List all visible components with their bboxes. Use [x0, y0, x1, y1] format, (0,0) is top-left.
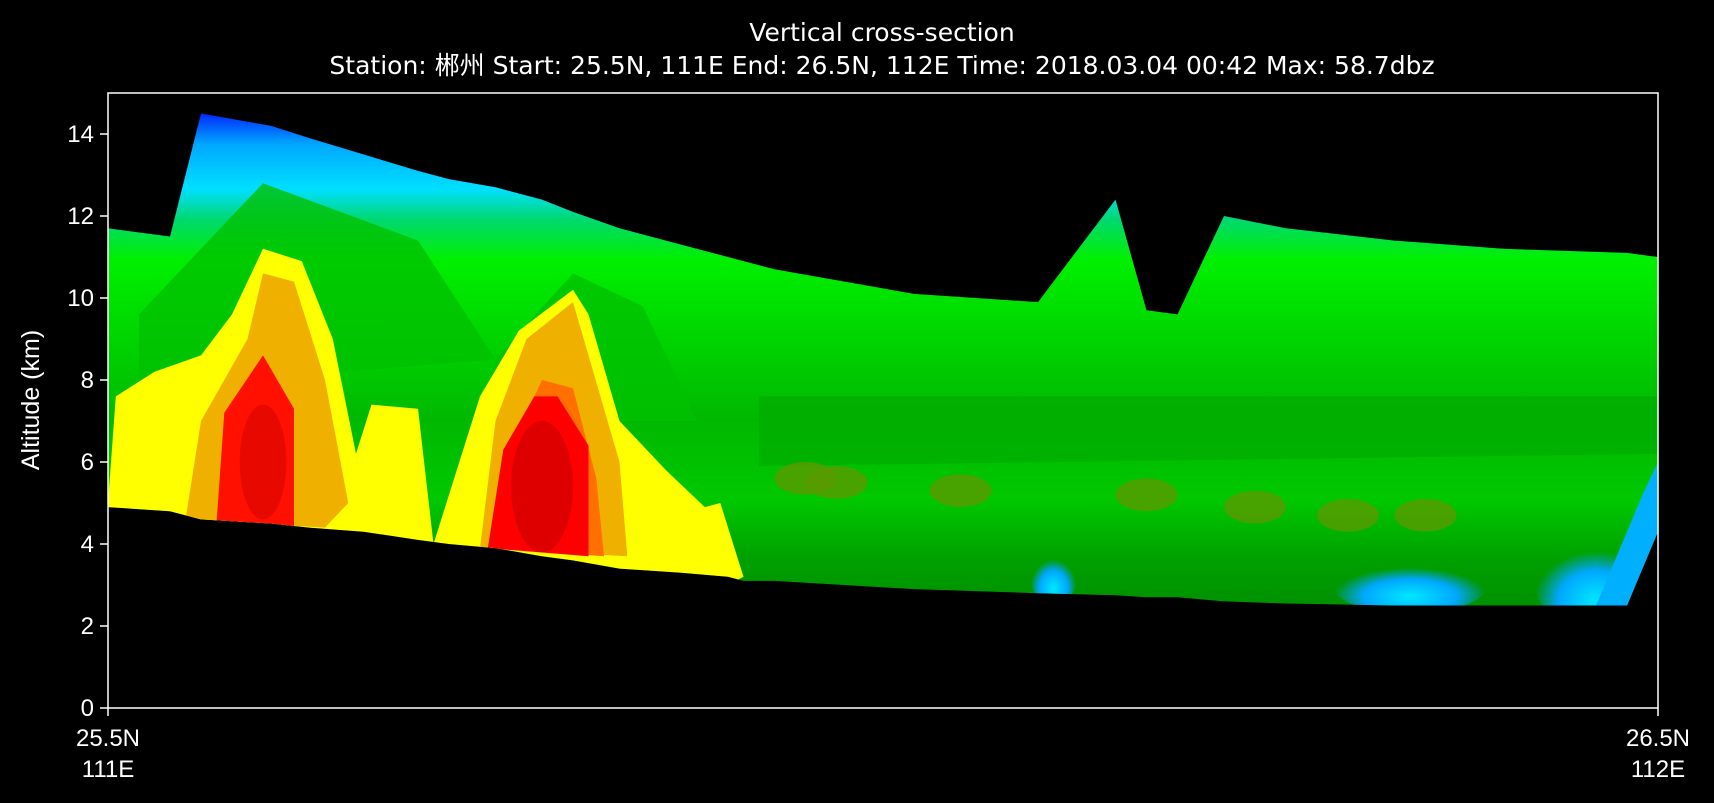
chart-subtitle: Station: 郴州 Start: 25.5N, 111E End: 26.5… [329, 51, 1435, 80]
core-darkred-2 [511, 421, 573, 553]
olive-patch-6 [1394, 498, 1457, 532]
x-end-lat: 26.5N [1626, 725, 1690, 752]
x-start-lat: 25.5N [76, 725, 140, 752]
y-tick-label: 6 [81, 449, 94, 476]
mid-green-band [759, 396, 1658, 467]
olive-patch-1 [805, 466, 868, 499]
chart-title: Vertical cross-section [749, 18, 1015, 47]
olive-patch-2 [929, 474, 992, 508]
y-axis: 0 2 4 6 8 10 12 14 [67, 121, 108, 722]
title-block: Vertical cross-section Station: 郴州 Start… [0, 16, 1714, 82]
core-darkred-1 [239, 404, 287, 520]
olive-patch-4 [1224, 490, 1286, 524]
y-tick-label: 4 [81, 531, 94, 558]
axes: 0 2 4 6 8 10 12 14 25.5N 111E 26.5N 112E Altitu… [17, 92, 1690, 783]
olive-patch-3 [1115, 478, 1178, 512]
x-axis: 25.5N 111E 26.5N 112E [76, 708, 1690, 783]
reflectivity-field [108, 113, 1658, 606]
y-tick-label: 12 [67, 203, 94, 230]
y-tick-label: 0 [81, 695, 94, 722]
x-end-lon: 112E [1631, 756, 1685, 783]
olive-patch-5 [1317, 498, 1379, 532]
y-tick-label: 14 [67, 121, 94, 148]
low-blue-1 [1030, 548, 1077, 606]
y-tick-label: 2 [81, 613, 94, 640]
x-start-lon: 111E [82, 756, 135, 783]
y-axis-label: Altitude (km) [17, 330, 45, 470]
low-blue-2 [1332, 556, 1488, 606]
plot-frame [107, 92, 1659, 709]
y-tick-label: 10 [67, 285, 94, 312]
y-tick-label: 8 [81, 367, 94, 394]
